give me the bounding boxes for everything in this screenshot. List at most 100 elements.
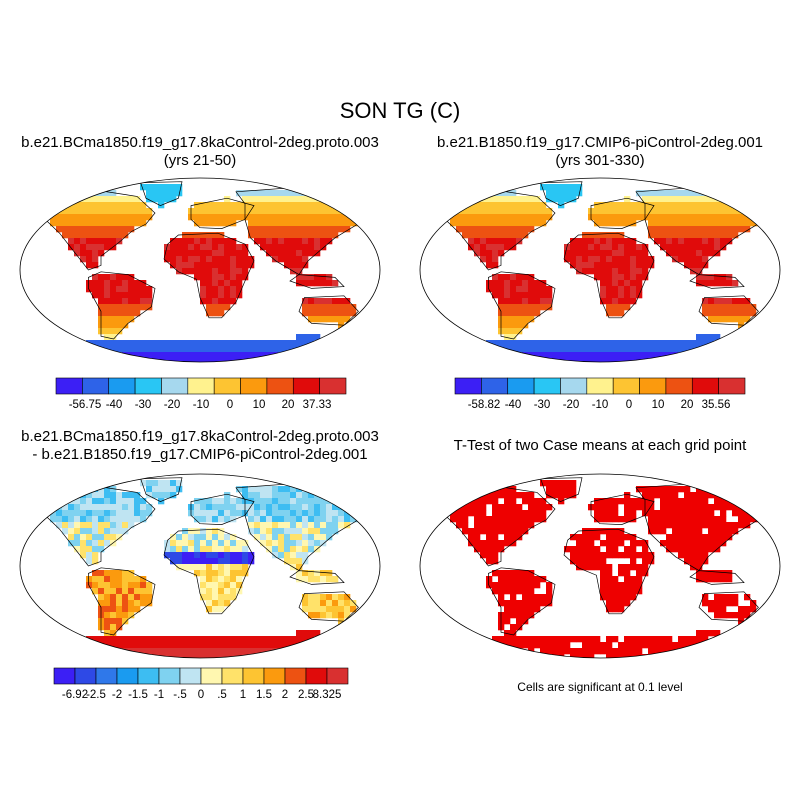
grid-cell <box>522 310 529 317</box>
grid-cell <box>594 202 601 209</box>
grid-cell <box>92 522 99 529</box>
grid-cell <box>254 528 261 535</box>
grid-cell <box>176 540 183 547</box>
grid-cell <box>654 486 661 493</box>
grid-cell <box>86 256 93 263</box>
grid-cell <box>110 238 117 245</box>
grid-cell <box>618 534 625 541</box>
grid-cell <box>504 334 511 341</box>
grid-cell <box>98 570 105 577</box>
grid-cell <box>738 316 745 323</box>
colorbar-tick-label: 0 <box>625 399 633 411</box>
grid-cell <box>110 516 117 523</box>
grid-cell <box>564 352 571 359</box>
grid-cell <box>242 564 249 571</box>
grid-cell <box>296 262 303 269</box>
grid-cell <box>188 250 195 257</box>
grid-cell <box>678 232 685 239</box>
grid-cell <box>128 612 135 619</box>
grid-cell <box>254 190 261 197</box>
grid-cell <box>480 504 487 511</box>
grid-cell <box>516 196 523 203</box>
grid-cell <box>486 280 493 287</box>
grid-cell <box>326 504 333 511</box>
grid-cell <box>140 292 147 299</box>
grid-cell <box>110 334 117 341</box>
grid-cell <box>600 576 607 583</box>
grid-cell <box>498 504 505 511</box>
grid-cell <box>170 250 177 257</box>
grid-cell <box>570 256 577 263</box>
grid-cell <box>648 232 655 239</box>
grid-cell <box>462 516 469 523</box>
grid-cell <box>194 352 201 359</box>
grid-cell <box>314 612 321 619</box>
grid-cell <box>516 286 523 293</box>
grid-cell <box>260 208 267 215</box>
grid-cell <box>200 286 207 293</box>
grid-cell <box>684 522 691 529</box>
grid-cell <box>522 340 529 347</box>
grid-cell <box>62 504 69 511</box>
grid-cell <box>80 516 87 523</box>
grid-cell <box>200 558 207 565</box>
grid-cell <box>248 226 255 233</box>
grid-cell <box>152 340 159 347</box>
grid-cell <box>636 642 643 649</box>
grid-cell <box>272 226 279 233</box>
grid-cell <box>182 552 189 559</box>
grid-cell <box>738 226 745 233</box>
grid-cell <box>242 346 249 353</box>
grid-cell <box>128 600 135 607</box>
grid-cell <box>456 510 463 517</box>
grid-cell <box>714 534 721 541</box>
grid-cell <box>218 298 225 305</box>
grid-cell <box>308 298 315 305</box>
grid-cell <box>206 588 213 595</box>
grid-cell <box>116 492 123 499</box>
grid-cell <box>230 540 237 547</box>
grid-cell <box>588 358 595 362</box>
grid-cell <box>110 594 117 601</box>
grid-cell <box>636 352 643 359</box>
grid-cell <box>684 256 691 263</box>
grid-cell <box>338 226 345 233</box>
grid-cell <box>600 498 607 505</box>
grid-cell <box>98 528 105 535</box>
grid-cell <box>564 184 571 191</box>
grid-cell <box>666 516 673 523</box>
grid-cell <box>116 310 123 317</box>
grid-cell <box>86 226 93 233</box>
grid-cell <box>612 498 619 505</box>
grid-cell <box>570 262 577 269</box>
grid-cell <box>194 268 201 275</box>
grid-cell <box>206 346 213 353</box>
grid-cell <box>200 642 207 649</box>
grid-cell <box>200 250 207 257</box>
grid-cell <box>552 184 559 191</box>
colorbar-tick-label: -6.92 <box>61 689 89 701</box>
grid-cell <box>248 196 255 203</box>
grid-cell <box>540 600 547 607</box>
grid-cell <box>320 522 327 529</box>
grid-cell <box>618 250 625 257</box>
grid-cell <box>660 492 667 499</box>
grid-cell <box>666 540 673 547</box>
grid-cell <box>624 552 631 559</box>
grid-cell <box>278 244 285 251</box>
grid-cell <box>164 340 171 347</box>
grid-cell <box>278 232 285 239</box>
grid-cell <box>308 316 315 323</box>
grid-cell <box>708 214 715 221</box>
grid-cell <box>642 262 649 269</box>
grid-cell <box>612 534 619 541</box>
grid-cell <box>642 352 649 359</box>
grid-cell <box>612 280 619 287</box>
grid-cell <box>492 196 499 203</box>
grid-cell <box>104 220 111 227</box>
grid-cell <box>236 208 243 215</box>
grid-cell <box>104 522 111 529</box>
grid-cell <box>600 504 607 511</box>
grid-cell <box>134 582 141 589</box>
grid-cell <box>528 298 535 305</box>
